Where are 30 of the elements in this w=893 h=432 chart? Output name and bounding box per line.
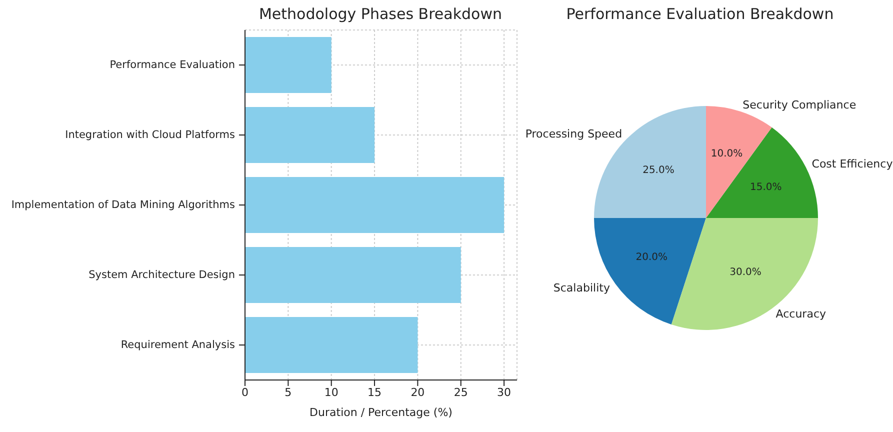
y-tick-label: System Architecture Design	[88, 269, 235, 281]
slice-label: Scalability	[553, 281, 610, 294]
y-tick-label: Integration with Cloud Platforms	[65, 129, 235, 141]
x-tick-label: 20	[410, 386, 425, 399]
slice-label: Cost Efficiency	[812, 158, 893, 171]
x-tick-label: 0	[242, 386, 248, 399]
x-tick-label: 25	[454, 386, 468, 399]
bar	[245, 317, 418, 373]
data-label: 30.0%	[730, 266, 762, 278]
data-label: 15.0%	[750, 182, 782, 193]
chart-title: Performance Evaluation Breakdown	[565, 5, 835, 23]
chart-title: Methodology Phases Breakdown	[258, 5, 504, 23]
bar	[245, 247, 461, 303]
data-label: 10.0%	[710, 148, 743, 160]
x-tick-label: 15	[368, 386, 382, 399]
bar	[245, 37, 332, 93]
slice-label: Security Compliance	[742, 98, 856, 112]
x-tick-label: 10	[324, 386, 338, 399]
slice-label: Accuracy	[776, 308, 826, 321]
y-tick-label: Performance Evaluation	[110, 59, 235, 71]
bar	[245, 177, 504, 233]
y-tick-label: Implementation of Data Mining Algorithms	[11, 199, 235, 211]
x-axis-title: Duration / Percentage (%)	[310, 406, 452, 419]
y-tick-label: Requirement Analysis	[120, 339, 235, 351]
slice-label: Processing Speed	[525, 128, 622, 141]
x-tick-label: 5	[284, 386, 292, 399]
bar	[245, 107, 375, 163]
data-label: 25.0%	[642, 164, 674, 176]
data-label: 20.0%	[636, 252, 668, 263]
x-tick-label: 30	[497, 386, 512, 399]
